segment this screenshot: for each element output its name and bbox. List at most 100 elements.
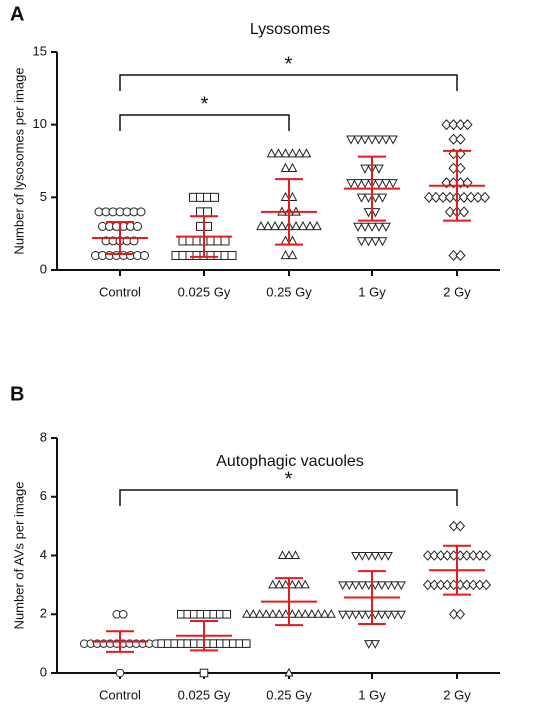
point <box>444 206 456 218</box>
point <box>481 550 492 561</box>
point <box>360 179 370 189</box>
point <box>444 191 456 203</box>
point <box>274 608 284 618</box>
panel-label: B <box>10 383 24 405</box>
point <box>430 191 442 203</box>
point <box>263 220 273 231</box>
point <box>300 579 310 589</box>
point <box>377 237 388 247</box>
y-tick-label: 4 <box>40 547 47 562</box>
point <box>242 608 252 618</box>
point <box>377 193 388 203</box>
y-tick-label: 6 <box>40 488 47 503</box>
point <box>448 520 459 532</box>
point <box>441 119 452 131</box>
y-tick-label: 0 <box>40 664 47 679</box>
point <box>140 250 149 260</box>
point <box>381 179 391 189</box>
point <box>374 164 384 174</box>
y-tick-label: 0 <box>40 261 47 276</box>
point <box>390 581 400 591</box>
point <box>370 610 380 620</box>
point <box>255 608 265 618</box>
point <box>266 148 277 158</box>
point <box>455 133 466 145</box>
point <box>461 579 472 591</box>
point <box>268 579 278 589</box>
point <box>281 608 291 618</box>
x-tick-label: Control <box>99 687 141 702</box>
point <box>344 581 354 591</box>
point <box>298 220 308 231</box>
point <box>338 581 348 591</box>
y-tick-label: 2 <box>40 606 47 621</box>
x-tick-label: 2 Gy <box>443 284 471 299</box>
point <box>220 236 230 246</box>
point <box>133 221 142 231</box>
point <box>210 192 219 202</box>
point <box>277 220 287 231</box>
point <box>435 550 446 561</box>
point <box>367 222 377 232</box>
point <box>284 667 294 677</box>
point <box>284 550 294 560</box>
point <box>360 222 370 232</box>
point <box>458 191 470 203</box>
point <box>374 135 384 145</box>
point <box>370 581 380 591</box>
point <box>291 220 301 231</box>
point <box>474 579 485 591</box>
point <box>287 249 298 260</box>
point <box>280 249 291 260</box>
point <box>305 220 315 231</box>
point <box>294 608 304 618</box>
point <box>274 579 284 589</box>
point <box>277 550 288 560</box>
point <box>390 610 400 620</box>
point <box>360 164 370 174</box>
point <box>377 610 387 620</box>
point <box>461 550 472 561</box>
point <box>256 220 266 231</box>
point <box>423 191 435 203</box>
point <box>356 237 367 247</box>
point <box>462 177 473 189</box>
point <box>458 206 470 218</box>
x-tick-label: 0.025 Gy <box>178 284 231 299</box>
point <box>287 162 298 172</box>
point <box>287 148 298 158</box>
point <box>353 179 363 189</box>
point <box>351 581 361 591</box>
x-tick-label: 1 Gy <box>358 284 386 299</box>
point <box>364 551 374 561</box>
point <box>468 579 479 591</box>
point <box>287 579 297 589</box>
point <box>363 208 374 218</box>
point <box>222 609 232 619</box>
point <box>353 222 363 232</box>
point <box>338 610 348 620</box>
point <box>367 135 377 145</box>
point <box>462 119 473 131</box>
point <box>468 550 479 561</box>
point <box>370 237 381 247</box>
significance-label: * <box>201 93 209 115</box>
point <box>280 148 291 158</box>
point <box>227 250 237 260</box>
point <box>344 610 354 620</box>
point <box>364 640 374 649</box>
point <box>388 179 398 189</box>
point <box>346 135 356 145</box>
point <box>437 191 449 203</box>
point <box>357 610 367 620</box>
point <box>300 608 310 618</box>
x-tick-label: 2 Gy <box>443 687 471 702</box>
significance-bracket <box>119 489 458 506</box>
x-tick-label: 1 Gy <box>358 687 386 702</box>
point <box>136 207 146 217</box>
point <box>377 551 387 561</box>
point <box>320 608 330 618</box>
point <box>346 179 356 189</box>
point <box>422 579 433 591</box>
